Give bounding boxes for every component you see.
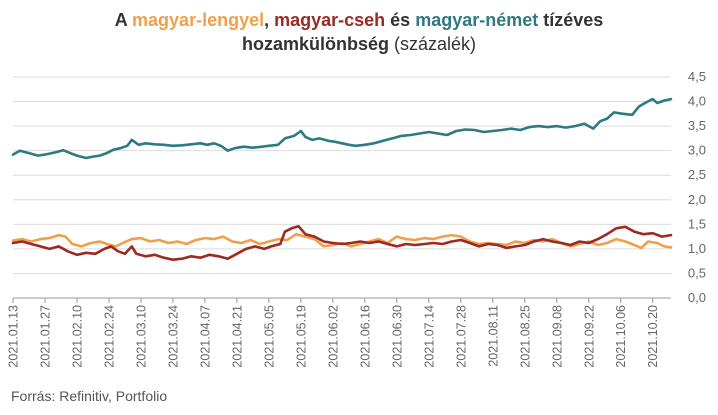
y-tick-label: 2,0 <box>688 192 706 207</box>
title-bold: hozamkülönbség <box>241 34 389 54</box>
y-axis-ticks: 0,0 0,5 1,0 1,5 2,0 2,5 3,0 3,5 4,0 4,5 <box>688 69 706 305</box>
title-light: (százalék) <box>388 34 477 54</box>
x-tick-label: 2021.05.19 <box>294 305 308 368</box>
x-tick-label: 2021.08.11 <box>486 305 500 367</box>
y-tick-label: 4,0 <box>688 94 706 109</box>
title-line-2: hozamkülönbség (százalék) <box>0 32 718 56</box>
y-tick-label: 1,0 <box>688 241 706 256</box>
series-line-magyar-német <box>11 97 673 160</box>
x-tick-label: 2021.03.24 <box>166 305 180 368</box>
x-tick-label: 2021.07.14 <box>422 305 436 368</box>
x-tick-label: 2021.10.06 <box>614 305 628 368</box>
title-series-de: magyar-német <box>415 10 539 30</box>
y-tick-label: 2,5 <box>688 167 706 182</box>
series-lines <box>11 97 673 261</box>
y-tick-label: 1,5 <box>688 216 706 231</box>
title-line-1: A magyar-lengyel, magyar-cseh és magyar-… <box>0 8 718 32</box>
chart-title: A magyar-lengyel, magyar-cseh és magyar-… <box>0 8 718 56</box>
source-note: Forrás: Refinitiv, Portfolio <box>11 388 168 404</box>
x-tick-label: 2021.07.28 <box>454 305 468 368</box>
title-series-pl: magyar-lengyel <box>132 10 265 30</box>
y-tick-label: 4,5 <box>688 69 706 84</box>
x-tick-label: 2021.03.10 <box>134 305 148 368</box>
x-tick-label: 2021.02.24 <box>102 305 116 368</box>
y-tick-label: 0,5 <box>688 265 706 280</box>
y-tick-label: 0,0 <box>688 290 706 305</box>
title-part-2: , <box>264 10 275 30</box>
x-tick-label: 2021.09.08 <box>550 305 564 368</box>
x-tick-label: 2021.01.13 <box>7 305 21 368</box>
x-tick-label: 2021.01.27 <box>38 305 52 368</box>
x-tick-label: 2021.08.25 <box>518 305 532 368</box>
gridlines <box>13 76 671 274</box>
y-tick-label: 3,5 <box>688 118 706 133</box>
title-part-3: és <box>385 10 416 30</box>
title-part-1: A <box>114 10 133 30</box>
x-tick-label: 2021.02.10 <box>70 305 84 368</box>
title-series-cz: magyar-cseh <box>274 10 386 30</box>
x-tick-label: 2021.06.16 <box>358 305 372 368</box>
x-tick-label: 2021.04.21 <box>230 305 244 368</box>
x-axis: 2021.01.13 2021.01.27 2021.02.10 2021.02.24… <box>7 297 671 368</box>
x-tick-label: 2021.09.22 <box>582 305 596 368</box>
x-tick-label: 2021.06.30 <box>390 305 404 368</box>
y-tick-label: 3,0 <box>688 143 706 158</box>
x-tick-label: 2021.04.07 <box>198 305 212 368</box>
x-tick-label: 2021.05.05 <box>262 305 276 368</box>
x-tick-label: 2021.10.20 <box>646 305 660 368</box>
series-line-magyar-cseh <box>11 225 673 261</box>
title-part-4: tízéves <box>538 10 604 30</box>
x-tick-label: 2021.06.02 <box>326 305 340 368</box>
